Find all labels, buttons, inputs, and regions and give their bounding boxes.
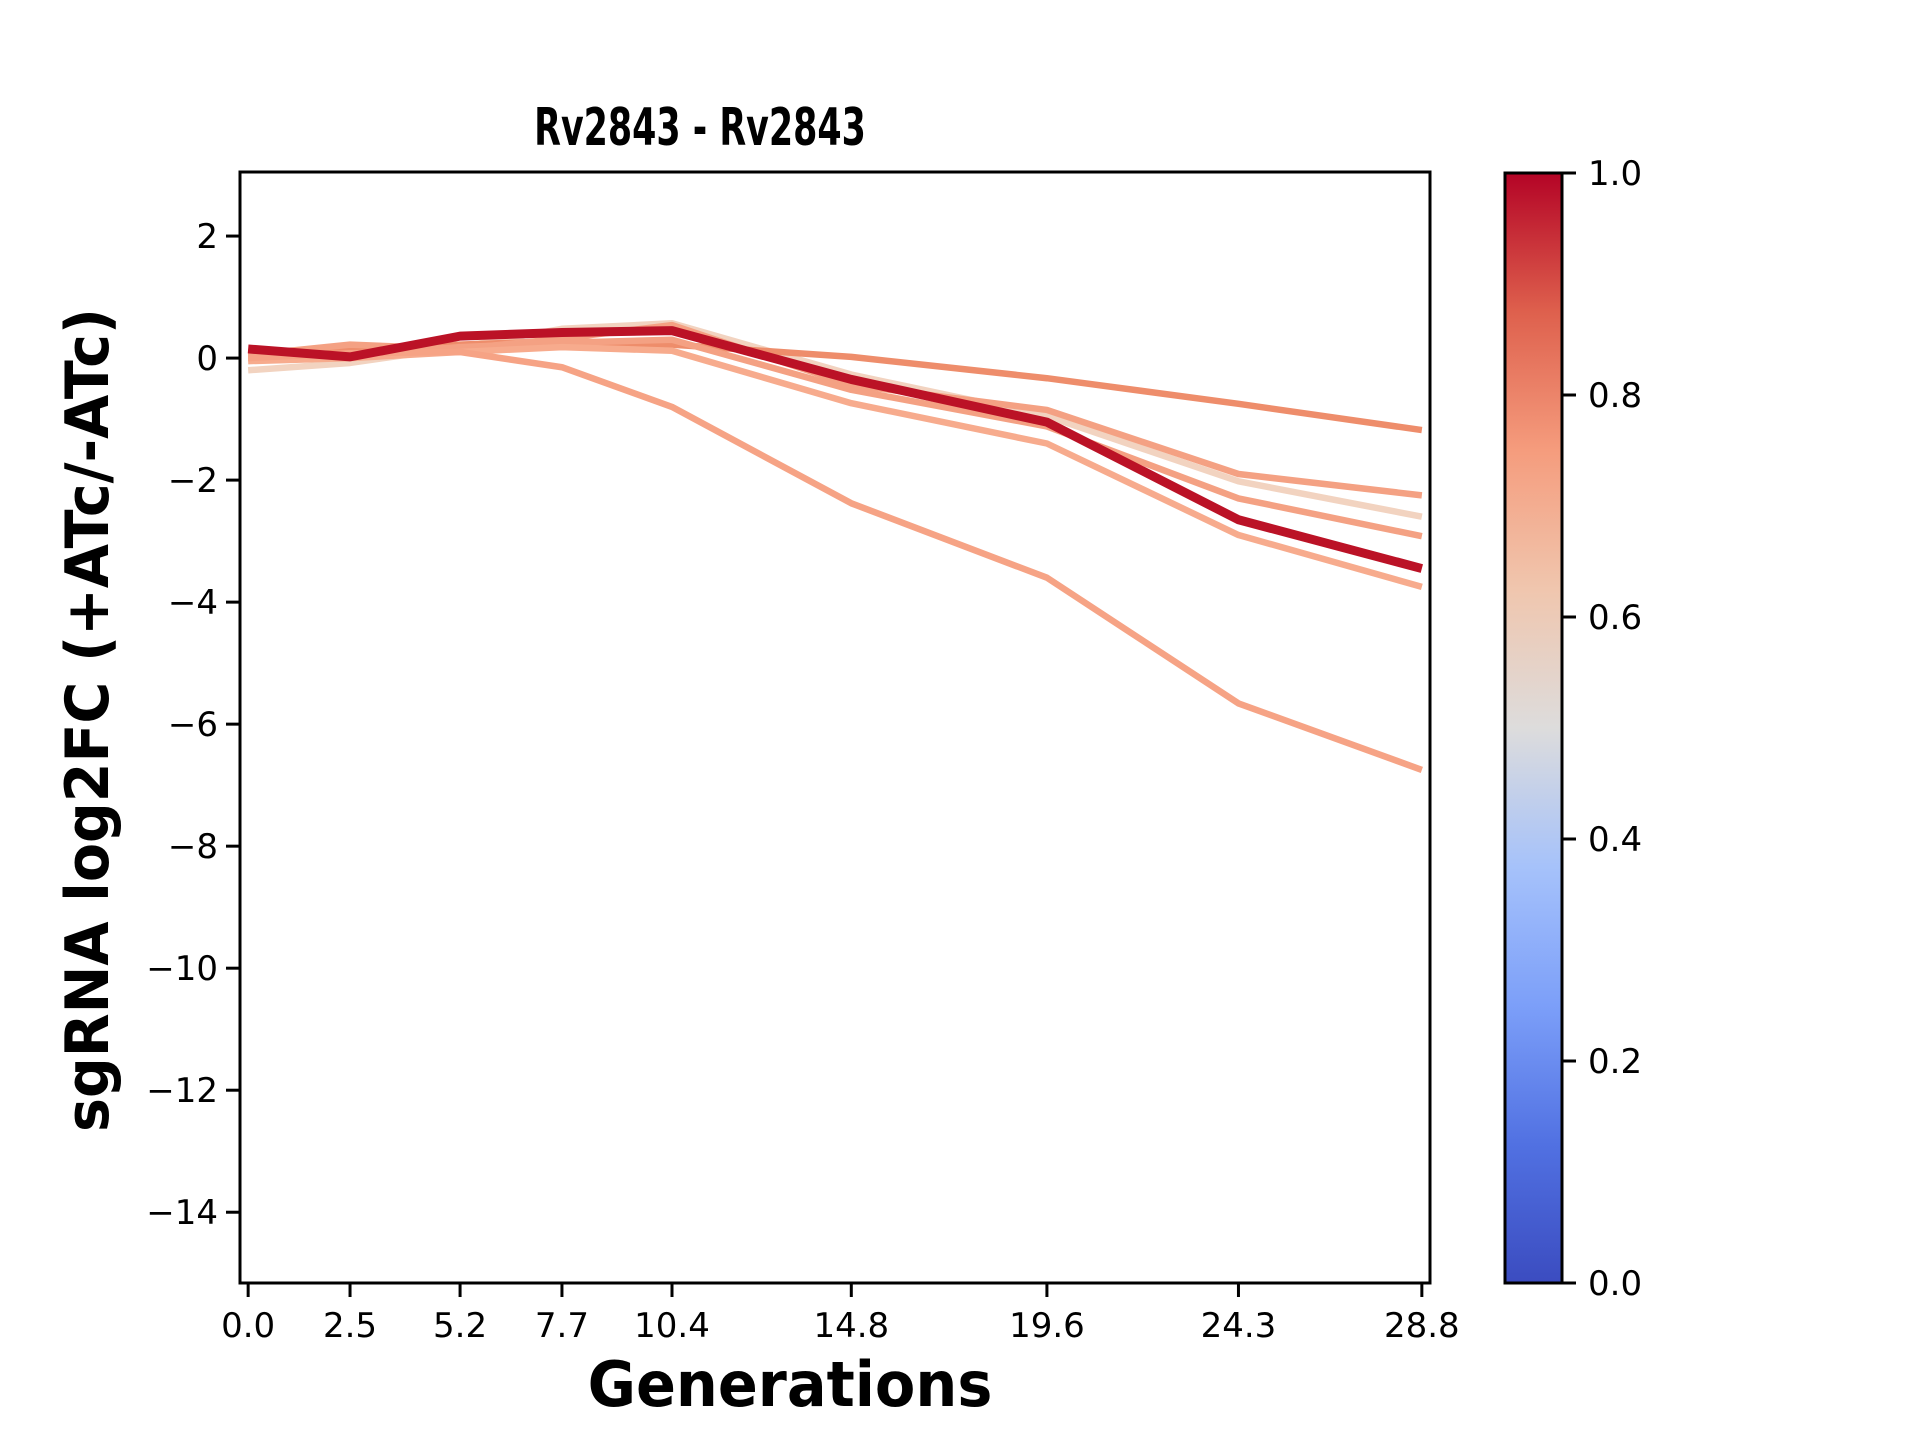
y-axis-tick-label: −8 (168, 827, 218, 867)
y-axis-tick-label: −4 (168, 583, 218, 623)
x-axis-tick-label: 10.4 (634, 1306, 710, 1346)
series-line-sgrna-dark (247, 326, 1424, 573)
x-axis-tick-label: 19.6 (1009, 1306, 1085, 1346)
x-axis-tick-label: 2.5 (323, 1306, 377, 1346)
colorbar-tick-label: 1.0 (1588, 154, 1642, 194)
y-axis-tick-label: 2 (196, 217, 218, 257)
x-axis-tick-label: 7.7 (535, 1306, 589, 1346)
x-axis-label: Generations (587, 1348, 993, 1421)
y-axis-tick-label: −6 (168, 705, 218, 745)
x-axis-tick-label: 24.3 (1201, 1306, 1277, 1346)
y-axis-tick-label: −10 (146, 949, 218, 989)
y-axis-tick-label: −12 (146, 1071, 218, 1111)
y-axis-tick-label: −14 (146, 1193, 218, 1233)
x-axis-tick-label: 0.0 (221, 1306, 275, 1346)
plot-spines (238, 170, 1432, 1285)
colorbar-tick-label: 0.4 (1588, 820, 1642, 860)
colorbar-tick-label: 0.8 (1588, 376, 1642, 416)
colorbar-tick-label: 0.0 (1588, 1264, 1642, 1304)
y-axis-label: sgRNA log2FC (+ATc/-ATc) (53, 308, 123, 1132)
chart-title: Rv2843 - Rv2843 (534, 98, 866, 158)
colorbar-outline (1503, 171, 1564, 1285)
colorbar-tick-label: 0.6 (1588, 598, 1642, 638)
x-axis-tick-label: 28.8 (1384, 1306, 1460, 1346)
colorbar-tick-label: 0.2 (1588, 1042, 1642, 1082)
y-axis-tick-label: 0 (196, 339, 218, 379)
x-axis-tick-label: 14.8 (813, 1306, 889, 1346)
series-line-sgrna-c (248, 343, 1423, 590)
x-axis-tick-label: 5.2 (433, 1306, 487, 1346)
colorbar-gradient (1505, 173, 1562, 1283)
y-axis-tick-label: −2 (168, 461, 218, 501)
series-line-sgrna-steep (247, 348, 1423, 773)
